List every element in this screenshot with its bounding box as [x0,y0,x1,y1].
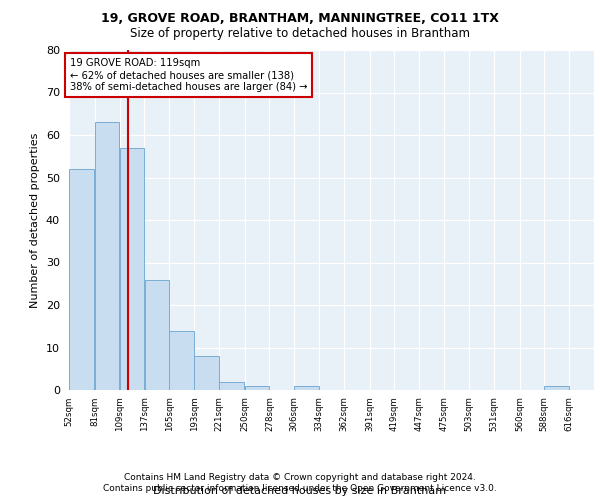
Bar [169,330,194,390]
Text: Size of property relative to detached houses in Brantham: Size of property relative to detached ho… [130,28,470,40]
Text: 19, GROVE ROAD, BRANTHAM, MANNINGTREE, CO11 1TX: 19, GROVE ROAD, BRANTHAM, MANNINGTREE, C… [101,12,499,26]
Text: Distribution of detached houses by size in Brantham: Distribution of detached houses by size … [154,486,446,496]
Bar [219,382,244,390]
Bar [544,386,569,390]
Bar [194,356,219,390]
Bar [145,280,169,390]
Bar [119,148,144,390]
Bar [95,122,119,390]
Bar [69,169,94,390]
Bar [245,386,269,390]
Text: 19 GROVE ROAD: 119sqm
← 62% of detached houses are smaller (138)
38% of semi-det: 19 GROVE ROAD: 119sqm ← 62% of detached … [70,58,307,92]
Text: Contains public sector information licensed under the Open Government Licence v3: Contains public sector information licen… [103,484,497,493]
Bar [295,386,319,390]
Y-axis label: Number of detached properties: Number of detached properties [30,132,40,308]
Text: Contains HM Land Registry data © Crown copyright and database right 2024.: Contains HM Land Registry data © Crown c… [124,472,476,482]
